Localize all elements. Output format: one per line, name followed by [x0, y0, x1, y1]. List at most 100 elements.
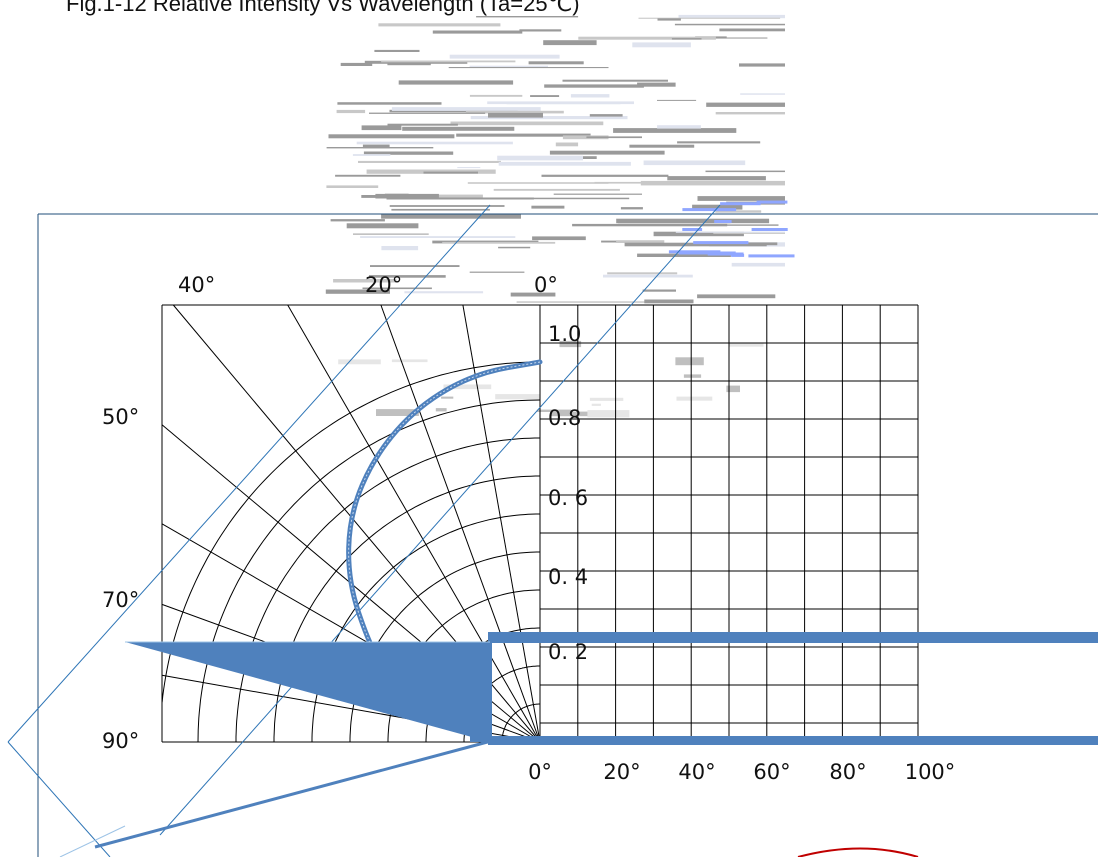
noise-streak-blue	[682, 208, 737, 212]
noise-streak	[497, 155, 583, 161]
noise-block	[587, 410, 630, 418]
noise-block	[591, 403, 601, 406]
noise-streak	[384, 193, 409, 196]
blue-wedge-shape	[125, 642, 490, 742]
noise-block	[683, 374, 702, 378]
noise-streak	[531, 205, 565, 209]
angle-label: 0°	[534, 273, 558, 297]
noise-streak-blue	[751, 228, 788, 231]
noise-streak	[330, 219, 385, 222]
noise-streak-blue	[720, 202, 761, 206]
blue-bar-bottom	[488, 736, 1098, 745]
axis-labels: 40° 20° 0° 50° 70° 90° 1.0 0.8 0. 6 0. 4 0. 2 0° 20°…	[102, 273, 955, 784]
noise-streak	[469, 94, 523, 97]
noise-block	[376, 409, 419, 416]
noise-streak	[715, 210, 762, 213]
noise-streak	[544, 84, 644, 88]
noise-streak	[697, 196, 785, 201]
noise-streak	[326, 147, 434, 149]
noise-block	[443, 384, 492, 390]
noise-streak	[637, 253, 731, 257]
noise-streak	[469, 271, 525, 273]
noise-streak	[467, 182, 609, 184]
noise-streak	[705, 170, 785, 173]
noise-streak	[706, 102, 785, 107]
noise-streak	[432, 30, 523, 34]
diagonal-line-3	[7, 741, 111, 858]
noise-streak	[361, 125, 402, 131]
noise-streak	[638, 17, 781, 19]
noise-streak-blue	[748, 254, 795, 258]
noise-streak	[603, 274, 693, 278]
noise-streak	[549, 150, 665, 155]
noise-block	[728, 343, 764, 347]
noise-streak	[714, 37, 768, 39]
noise-streak	[470, 116, 628, 120]
noise-streak	[402, 126, 515, 131]
noise-streak	[620, 207, 643, 210]
noise-streak	[442, 241, 556, 244]
noise-streak	[381, 60, 516, 63]
noise-streak-blue	[693, 241, 749, 245]
noise-block	[559, 340, 582, 348]
noise-streak	[616, 240, 665, 243]
noise-streak	[498, 161, 631, 166]
noise-streak	[553, 193, 642, 195]
noise-streak	[369, 275, 446, 278]
noise-streak-blue	[756, 200, 788, 204]
x-tick-label: 40°	[678, 760, 715, 784]
noise-streak	[677, 141, 761, 144]
noise-streak	[363, 151, 454, 155]
blue-bar-top	[488, 632, 1098, 643]
angle-label: 20°	[365, 273, 402, 297]
angle-label: 50°	[102, 405, 139, 429]
noise-streak	[469, 65, 548, 67]
noise-streak	[391, 208, 490, 211]
noise-streak	[528, 61, 584, 65]
radial-tick-label: 0. 4	[548, 565, 588, 589]
noise-streak	[589, 114, 623, 117]
diagonal-line-4	[59, 825, 126, 858]
noise-streak	[449, 54, 560, 59]
diagonal-guide-lines	[7, 204, 721, 858]
noise-streak	[498, 246, 531, 249]
noise-streak	[450, 121, 604, 126]
noise-block	[391, 359, 428, 363]
noise-streak	[731, 262, 785, 267]
noise-streak	[465, 110, 564, 114]
noise-streak	[562, 135, 609, 140]
x-tick-label: 80°	[829, 760, 866, 784]
noise-streak	[360, 236, 516, 238]
diagonal-line-1	[7, 204, 491, 743]
noise-streak	[657, 125, 701, 129]
noise-streak	[570, 94, 610, 98]
noise-streak	[375, 193, 439, 199]
noise-streak	[381, 246, 419, 251]
noise-streak	[642, 289, 676, 292]
noise-streak	[594, 181, 675, 184]
noise-streak	[516, 301, 659, 303]
noise-streak	[671, 38, 702, 40]
noise-streak	[378, 23, 501, 27]
noise-streak	[389, 109, 518, 113]
x-tick-label: 60°	[753, 760, 790, 784]
series-curve-highlight	[348, 361, 541, 671]
noise-streak	[335, 174, 401, 177]
blue-slant-line	[94, 738, 496, 849]
noise-streak	[391, 107, 541, 111]
angle-label: 90°	[102, 729, 139, 753]
angle-label: 70°	[102, 588, 139, 612]
noise-streak	[328, 134, 455, 139]
noise-streak	[448, 67, 609, 69]
noise-block	[589, 397, 624, 401]
noise-streak	[613, 128, 737, 133]
noise-streak	[678, 14, 785, 19]
noise-streak	[637, 82, 676, 87]
noise-block	[435, 408, 447, 412]
noise-streak	[488, 112, 543, 118]
diagonal-line-2	[159, 204, 721, 836]
noise-streak	[370, 265, 460, 267]
noise-streak	[423, 171, 478, 174]
noise-streak-blue	[682, 228, 703, 231]
noise-streak	[387, 123, 458, 126]
